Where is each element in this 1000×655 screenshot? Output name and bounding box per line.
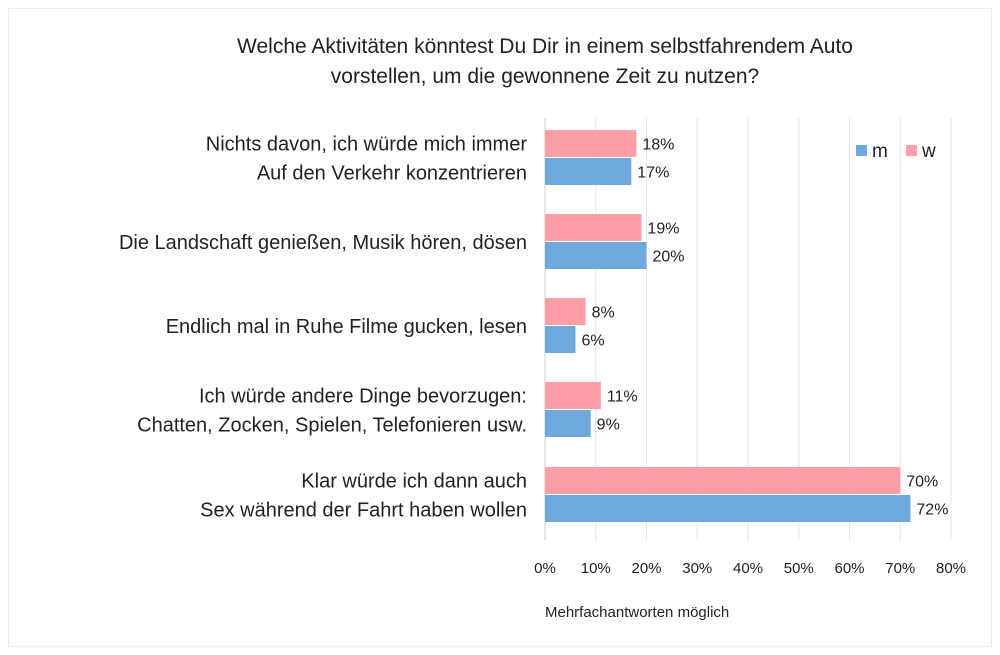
- data-label-w: 18%: [642, 137, 674, 154]
- bar-w: [545, 298, 586, 325]
- category-label-line: Nichts davon, ich würde mich immer: [206, 134, 528, 156]
- bar-m: [545, 495, 911, 522]
- category-label-line: Chatten, Zocken, Spielen, Telefonieren u…: [137, 415, 527, 437]
- category-label: Nichts davon, ich würde mich immer Auf de…: [206, 134, 528, 185]
- bar-w: [545, 130, 637, 157]
- category-label-line: Ich würde andere Dinge bevorzugen:: [199, 386, 527, 408]
- data-label-m: 20%: [653, 249, 685, 266]
- x-tick-label: 10%: [581, 560, 611, 577]
- x-tick-label: 80%: [936, 560, 966, 577]
- bar-w: [545, 467, 901, 494]
- chart-title: Welche Aktivitäten könntest Du Dir in ei…: [237, 35, 853, 88]
- bar-m: [545, 326, 576, 353]
- category-label-line: Sex während der Fahrt haben wollen: [200, 500, 527, 522]
- category-label-line: Auf den Verkehr konzentrieren: [257, 163, 527, 185]
- chart-title-line: vorstellen, um die gewonnene Zeit zu nut…: [331, 65, 759, 88]
- category-label-line: Klar würde ich dann auch: [301, 471, 527, 493]
- data-label-w: 11%: [607, 389, 638, 406]
- data-label-w: 8%: [592, 305, 615, 322]
- data-label-w: 19%: [647, 221, 679, 238]
- legend-label-w: w: [921, 141, 936, 162]
- legend-swatch-m: [856, 145, 867, 156]
- bars: 18% 17% Nichts davon, ich würde mich immer…: [119, 130, 948, 522]
- bar-w: [545, 382, 601, 409]
- x-tick-label: 50%: [784, 560, 814, 577]
- data-label-m: 72%: [916, 502, 948, 519]
- x-tick-label: 70%: [885, 560, 915, 577]
- bar-m: [545, 158, 632, 185]
- bar-w: [545, 214, 642, 241]
- bar-m: [545, 242, 647, 269]
- x-tick-label: 40%: [733, 560, 763, 577]
- category-label: Klar würde ich dann auch Sex während der …: [200, 471, 527, 522]
- legend-swatch-w: [906, 145, 917, 156]
- x-tick-label: 60%: [834, 560, 864, 577]
- x-axis: 0% 10% 20% 30% 40% 50% 60% 70% 80%: [534, 560, 966, 577]
- category-label: Endlich mal in Ruhe Filme gucken, lesen: [166, 316, 527, 338]
- category-label-line: Die Landschaft genießen, Musik hören, dö…: [119, 232, 527, 254]
- data-label-m: 9%: [597, 417, 620, 434]
- data-label-w: 70%: [906, 474, 938, 491]
- x-tick-label: 0%: [534, 560, 556, 577]
- chart-frame: [8, 8, 992, 647]
- data-label-m: 17%: [637, 165, 669, 182]
- category-label-line: Endlich mal in Ruhe Filme gucken, lesen: [166, 316, 527, 338]
- footnote: Mehrfachantworten möglich: [545, 604, 729, 621]
- legend-label-m: m: [872, 141, 888, 162]
- category-label: Ich würde andere Dinge bevorzugen: Chatte…: [137, 386, 527, 437]
- bar-m: [545, 410, 591, 437]
- category-label: Die Landschaft genießen, Musik hören, dö…: [119, 232, 527, 254]
- data-label-m: 6%: [581, 333, 604, 350]
- x-tick-label: 20%: [631, 560, 661, 577]
- x-tick-label: 30%: [682, 560, 712, 577]
- chart-title-line: Welche Aktivitäten könntest Du Dir in ei…: [237, 35, 853, 58]
